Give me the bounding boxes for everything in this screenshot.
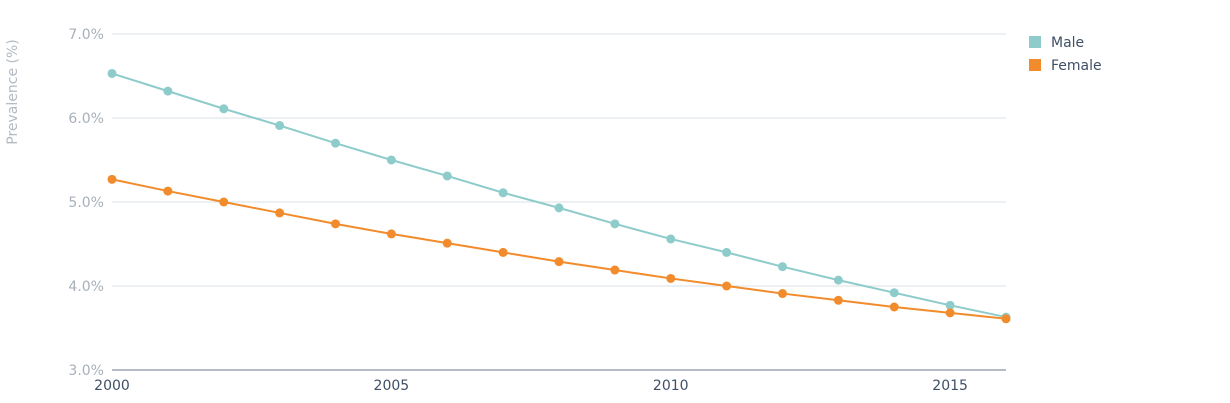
y-axis-label: Prevalence (%) xyxy=(5,39,21,145)
data-point xyxy=(554,203,564,213)
data-point xyxy=(778,289,787,299)
data-point xyxy=(219,104,229,114)
data-point xyxy=(1001,314,1011,324)
legend-item-male[interactable]: Male xyxy=(1029,35,1084,51)
series-line xyxy=(111,72,1007,319)
data-point xyxy=(163,186,173,196)
data-point xyxy=(442,238,452,248)
data-point xyxy=(442,171,452,181)
y-tick-label: 6.0% xyxy=(68,111,104,127)
legend-label: Female xyxy=(1051,58,1102,74)
data-point xyxy=(219,197,229,207)
data-point xyxy=(945,300,955,310)
data-point xyxy=(610,219,620,229)
x-axis-ticks: 2000 2005 2010 2015 xyxy=(94,378,968,394)
data-point xyxy=(107,174,117,184)
x-tick-label: 2015 xyxy=(932,378,968,394)
series-group xyxy=(107,68,1011,324)
y-tick-label: 3.0% xyxy=(68,363,104,379)
x-tick-label: 2005 xyxy=(374,378,410,394)
data-point xyxy=(889,302,899,312)
data-point xyxy=(945,308,955,318)
x-tick-label: 2010 xyxy=(653,378,689,394)
data-point xyxy=(610,265,620,275)
x-tick-label: 2000 xyxy=(94,378,130,394)
series-male xyxy=(107,68,1011,322)
data-point xyxy=(722,247,732,257)
data-point xyxy=(833,295,843,305)
data-point xyxy=(722,281,732,291)
y-tick-label: 4.0% xyxy=(68,279,104,295)
data-point xyxy=(275,208,285,218)
legend-item-female[interactable]: Female xyxy=(1029,58,1102,74)
data-point xyxy=(666,273,676,283)
data-point xyxy=(778,262,787,272)
data-point xyxy=(331,219,340,229)
data-point xyxy=(331,138,340,148)
y-tick-label: 5.0% xyxy=(68,195,104,211)
data-point xyxy=(666,234,676,244)
data-point xyxy=(386,155,396,165)
y-tick-label: 7.0% xyxy=(68,27,104,43)
data-point xyxy=(498,247,508,257)
series-female xyxy=(107,174,1011,324)
data-point xyxy=(107,68,117,78)
data-point xyxy=(498,188,508,198)
data-point xyxy=(833,275,843,285)
data-point xyxy=(554,257,564,267)
data-point xyxy=(386,229,396,239)
data-point xyxy=(275,121,285,131)
legend-label: Male xyxy=(1051,35,1084,51)
series-line xyxy=(111,178,1007,320)
legend-swatch xyxy=(1029,59,1041,71)
legend[interactable]: Male Female xyxy=(1029,35,1102,74)
gridlines xyxy=(112,33,1006,287)
data-point xyxy=(889,288,899,298)
data-point xyxy=(163,86,173,96)
y-axis-ticks: 3.0% 4.0% 5.0% 6.0% 7.0% xyxy=(68,27,104,379)
legend-swatch xyxy=(1029,36,1041,48)
